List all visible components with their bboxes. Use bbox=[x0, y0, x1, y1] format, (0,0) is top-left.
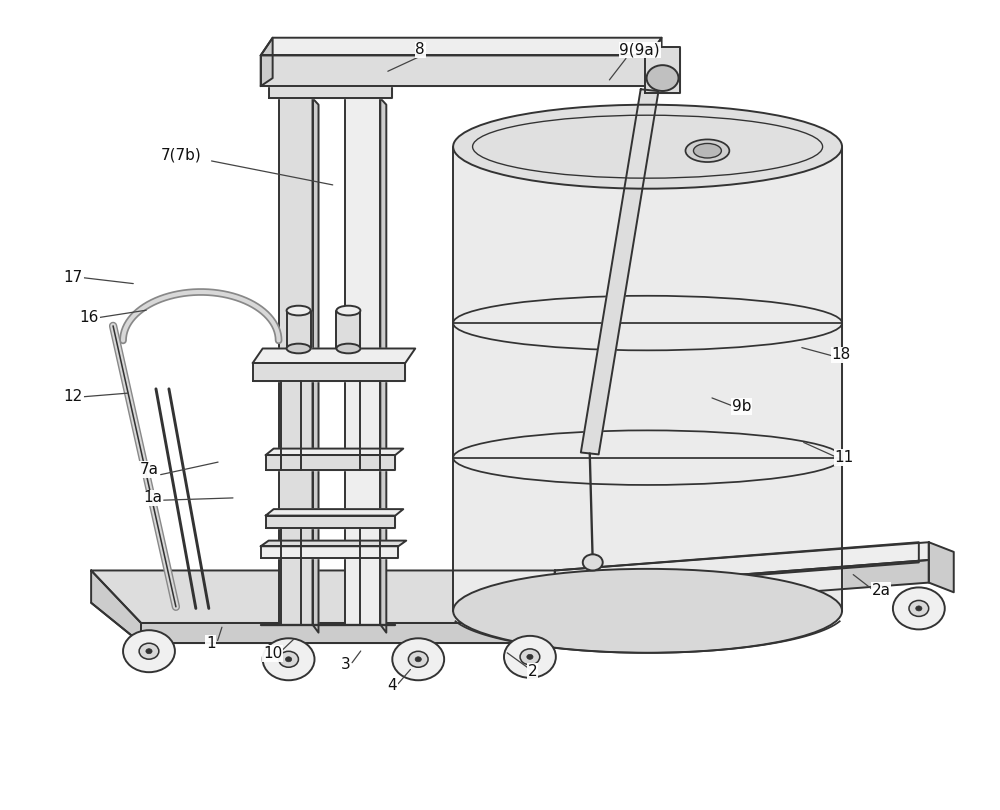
Polygon shape bbox=[645, 48, 680, 92]
Circle shape bbox=[893, 587, 945, 629]
Polygon shape bbox=[261, 38, 662, 55]
Polygon shape bbox=[266, 455, 395, 470]
Ellipse shape bbox=[336, 305, 360, 315]
Ellipse shape bbox=[453, 569, 842, 653]
Ellipse shape bbox=[287, 343, 311, 353]
Text: 1a: 1a bbox=[143, 490, 162, 505]
Text: 3: 3 bbox=[341, 658, 350, 672]
Polygon shape bbox=[929, 542, 954, 592]
Circle shape bbox=[279, 651, 298, 667]
Text: 8: 8 bbox=[415, 42, 425, 58]
Circle shape bbox=[139, 643, 159, 659]
Circle shape bbox=[647, 65, 679, 91]
Text: 16: 16 bbox=[79, 310, 99, 326]
Polygon shape bbox=[555, 542, 929, 589]
Ellipse shape bbox=[693, 143, 721, 158]
Polygon shape bbox=[91, 570, 141, 643]
Polygon shape bbox=[313, 98, 319, 633]
Circle shape bbox=[909, 600, 929, 616]
Text: 10: 10 bbox=[263, 646, 282, 661]
Polygon shape bbox=[555, 542, 919, 590]
Circle shape bbox=[146, 649, 152, 654]
Circle shape bbox=[415, 657, 421, 662]
Polygon shape bbox=[261, 540, 406, 546]
Polygon shape bbox=[279, 98, 313, 625]
Text: 11: 11 bbox=[834, 450, 854, 465]
Circle shape bbox=[285, 657, 292, 662]
Polygon shape bbox=[91, 570, 555, 623]
Polygon shape bbox=[269, 74, 400, 82]
Polygon shape bbox=[650, 38, 662, 86]
Polygon shape bbox=[253, 363, 405, 381]
Polygon shape bbox=[261, 546, 398, 558]
Ellipse shape bbox=[685, 139, 729, 162]
Polygon shape bbox=[141, 623, 555, 643]
Polygon shape bbox=[336, 310, 360, 348]
Circle shape bbox=[916, 606, 922, 611]
Polygon shape bbox=[266, 449, 403, 455]
Polygon shape bbox=[453, 147, 842, 611]
Ellipse shape bbox=[336, 343, 360, 353]
Polygon shape bbox=[269, 82, 392, 98]
Polygon shape bbox=[555, 560, 929, 611]
Text: 12: 12 bbox=[64, 390, 83, 404]
Polygon shape bbox=[287, 310, 311, 348]
Circle shape bbox=[520, 649, 540, 665]
Text: 9(9a): 9(9a) bbox=[619, 42, 660, 58]
Text: 9b: 9b bbox=[732, 399, 751, 414]
Text: 4: 4 bbox=[387, 679, 397, 693]
Circle shape bbox=[123, 630, 175, 672]
Circle shape bbox=[392, 638, 444, 680]
Text: 7a: 7a bbox=[139, 462, 158, 477]
Text: 2a: 2a bbox=[871, 583, 890, 598]
Text: 1: 1 bbox=[206, 636, 216, 650]
Circle shape bbox=[504, 636, 556, 678]
Polygon shape bbox=[266, 509, 403, 516]
Ellipse shape bbox=[287, 305, 311, 315]
Text: 17: 17 bbox=[64, 270, 83, 285]
Circle shape bbox=[527, 654, 533, 659]
Polygon shape bbox=[261, 55, 650, 86]
Circle shape bbox=[263, 638, 315, 680]
Polygon shape bbox=[345, 98, 380, 625]
Polygon shape bbox=[261, 38, 273, 86]
Polygon shape bbox=[380, 98, 386, 633]
Polygon shape bbox=[253, 348, 415, 363]
Polygon shape bbox=[266, 516, 395, 527]
Ellipse shape bbox=[453, 104, 842, 189]
Text: 18: 18 bbox=[831, 347, 851, 362]
Text: 7(7b): 7(7b) bbox=[161, 147, 201, 162]
Circle shape bbox=[583, 554, 603, 570]
Polygon shape bbox=[581, 89, 658, 454]
Text: 2: 2 bbox=[528, 664, 538, 679]
Circle shape bbox=[408, 651, 428, 667]
